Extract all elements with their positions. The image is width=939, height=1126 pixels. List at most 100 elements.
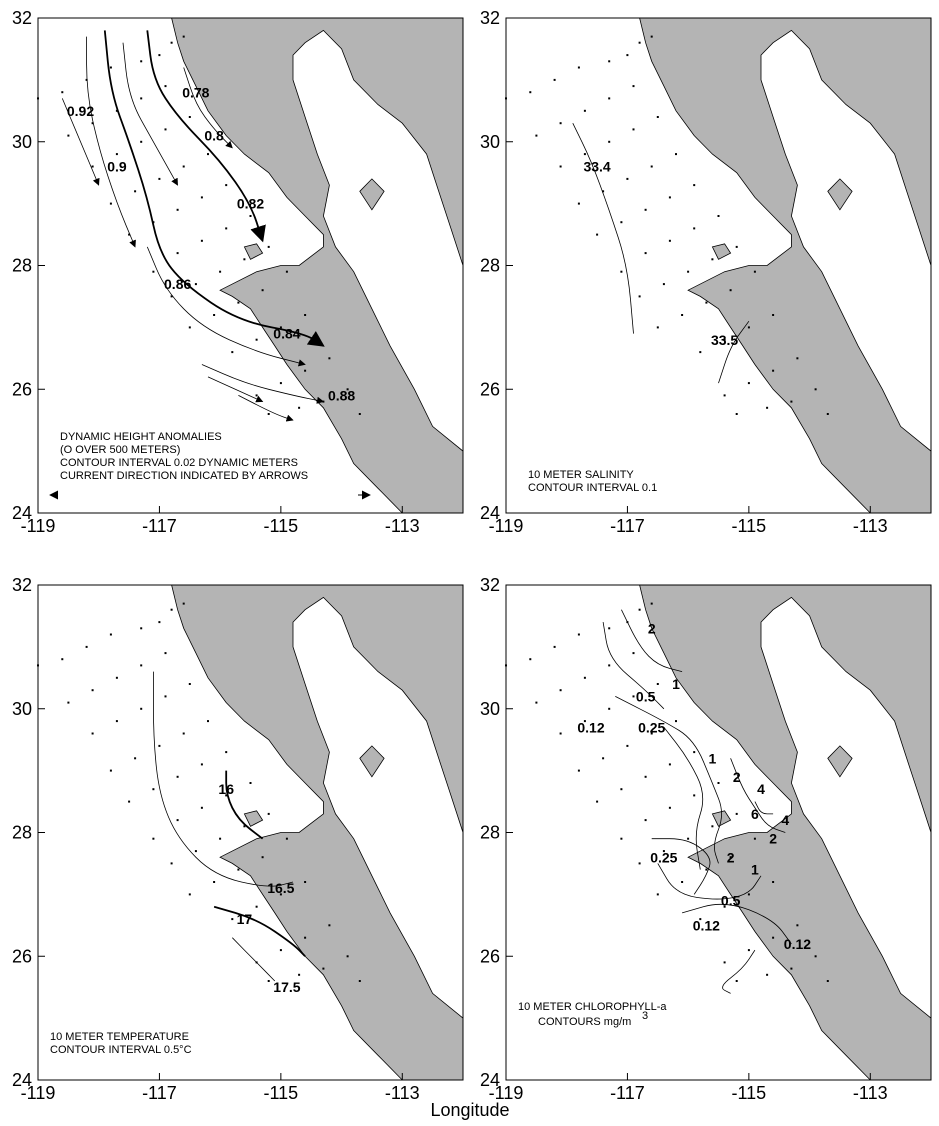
station-point: [656, 116, 659, 118]
station-point: [67, 134, 70, 137]
station-point: [535, 701, 538, 704]
contour-label: 16.5: [267, 880, 294, 896]
station-point: [662, 283, 665, 286]
station-point: [109, 202, 112, 205]
station-point: [772, 936, 775, 939]
streamline: [201, 364, 325, 404]
contour-line: [722, 949, 756, 994]
station-point: [140, 707, 143, 710]
station-point: [632, 695, 635, 698]
map-annotation-line: DYNAMIC HEIGHT ANOMALIES: [60, 431, 222, 443]
station-point: [279, 893, 282, 896]
station-point: [681, 881, 684, 883]
station-point: [249, 782, 252, 784]
station-point: [255, 394, 258, 397]
island: [243, 243, 264, 260]
contour-label: 2: [769, 831, 777, 847]
station-point: [164, 85, 167, 88]
station-point: [267, 980, 270, 982]
station-point: [650, 602, 653, 605]
station-point: [152, 270, 155, 273]
station-point: [140, 140, 143, 143]
x-tick-label: -113: [385, 1083, 420, 1103]
station-point: [826, 413, 829, 415]
station-point: [632, 652, 635, 655]
station-point: [656, 683, 659, 685]
station-point: [596, 800, 599, 803]
gulf-of-california: [292, 596, 464, 1019]
station-point: [608, 60, 611, 63]
station-point: [729, 856, 732, 859]
streamline: [146, 246, 306, 367]
contour-label: 4: [781, 812, 789, 828]
station-point: [814, 388, 817, 391]
map-annotation-line: CONTOUR INTERVAL 0.1: [528, 482, 657, 494]
station-point: [91, 165, 94, 168]
island: [243, 810, 264, 827]
station-point: [668, 196, 671, 199]
station-point: [194, 850, 197, 853]
station-point: [128, 800, 131, 803]
streamline: [103, 30, 325, 347]
station-point: [255, 905, 258, 908]
station-point: [152, 221, 155, 224]
map-annotation-line: CONTOUR INTERVAL 0.5°C: [50, 1044, 192, 1056]
station-point: [693, 227, 696, 230]
station-point: [729, 289, 732, 292]
station-point: [675, 720, 677, 723]
contour-label: 0.5: [721, 893, 741, 909]
station-point: [140, 60, 143, 63]
y-tick-label: 28: [12, 256, 32, 276]
station-point: [91, 689, 94, 692]
station-point: [790, 400, 793, 403]
y-tick-label: 24: [480, 1070, 500, 1090]
contour-label: 0.8: [204, 128, 224, 144]
station-point: [693, 751, 696, 754]
streamline: [122, 42, 178, 186]
contour-line: [602, 622, 665, 710]
station-point: [529, 658, 532, 661]
y-tick-label: 28: [12, 823, 32, 843]
streamline: [238, 395, 294, 422]
station-point: [164, 128, 167, 131]
station-point: [200, 763, 203, 766]
x-tick-label: -115: [732, 516, 767, 536]
x-tick-label: -115: [264, 516, 299, 536]
station-point: [322, 400, 325, 403]
station-point: [164, 695, 167, 698]
island: [359, 745, 385, 778]
contour-label: 16: [218, 781, 234, 797]
x-tick-label: -119: [21, 1083, 56, 1103]
station-point: [723, 394, 726, 397]
station-point: [790, 967, 793, 970]
y-tick-label: 32: [480, 575, 500, 595]
station-point: [583, 109, 586, 112]
station-point: [711, 258, 714, 261]
station-point: [826, 980, 829, 982]
station-point: [632, 85, 635, 88]
station-point: [61, 91, 64, 94]
station-point: [328, 357, 331, 360]
station-point: [109, 633, 112, 636]
station-point: [608, 97, 611, 100]
contour-label: 0.82: [237, 196, 264, 212]
station-point: [219, 270, 222, 273]
station-point: [176, 775, 179, 778]
station-point: [559, 689, 562, 692]
station-point: [687, 837, 690, 840]
station-point: [620, 788, 623, 791]
gulf-of-california: [760, 596, 932, 1019]
station-point: [638, 862, 641, 865]
station-point: [656, 326, 659, 329]
contour-label: 0.12: [784, 936, 811, 952]
station-point: [225, 227, 228, 230]
station-point: [693, 184, 696, 187]
station-point: [699, 918, 702, 921]
station-point: [638, 608, 641, 611]
station-point: [717, 782, 720, 784]
station-point: [67, 701, 70, 704]
y-tick-label: 32: [12, 575, 32, 595]
station-point: [602, 190, 605, 193]
station-point: [705, 868, 708, 871]
